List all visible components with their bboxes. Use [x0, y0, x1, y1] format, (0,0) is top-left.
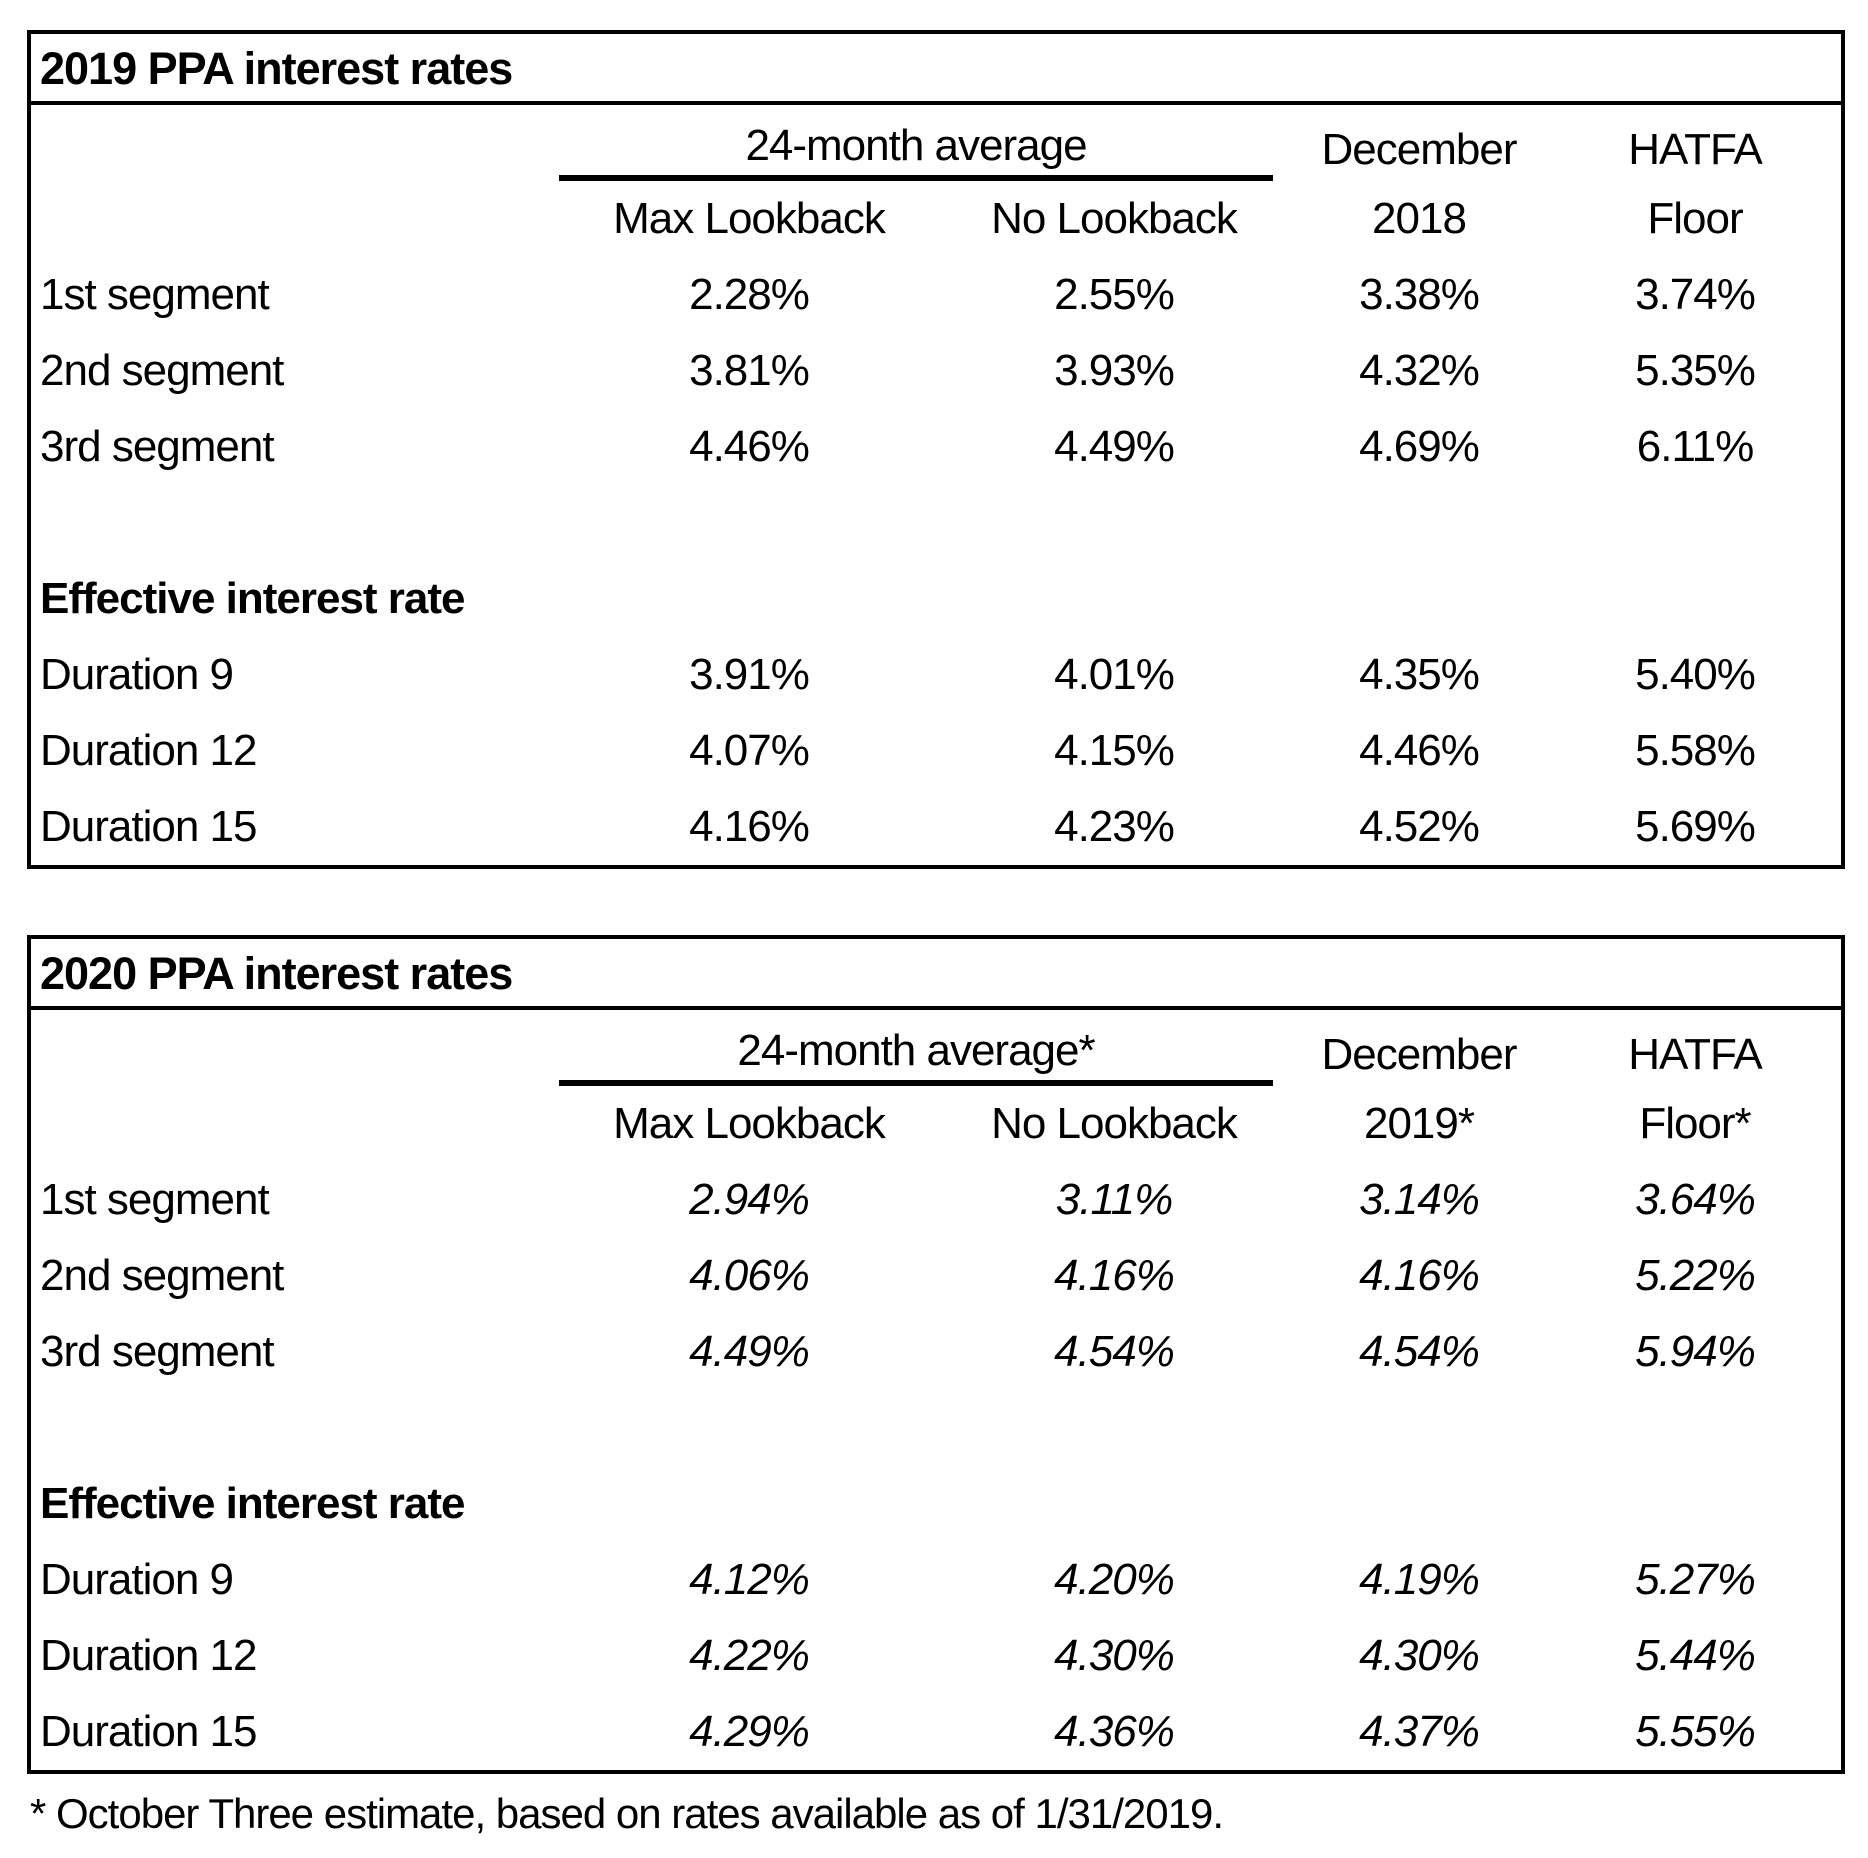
rate-value-cell: 5.27% — [1635, 1555, 1756, 1604]
rate-value-cell: 4.32% — [1359, 346, 1480, 395]
rate-value-cell: 4.49% — [1054, 422, 1175, 471]
rate-value-cell: 4.52% — [1359, 802, 1480, 851]
col-header-max-lookback: Max Lookback — [613, 194, 886, 243]
rate-value-cell: 5.55% — [1635, 1707, 1756, 1756]
col-header-floor: Floor — [1647, 194, 1743, 243]
spacer-cell — [31, 181, 559, 257]
row-label: Duration 12 — [40, 1631, 257, 1680]
row-label: Duration 15 — [40, 802, 257, 851]
row-label: 3rd segment — [40, 422, 275, 471]
col-header-hatfa: HATFA — [1628, 125, 1763, 174]
section-label-effective-interest-rate: Effective interest rate — [40, 574, 466, 623]
rate-value-cell: 5.22% — [1635, 1251, 1756, 1300]
rate-value-cell: 2.55% — [1054, 270, 1175, 319]
col-header-december-year: 2019* — [1363, 1099, 1475, 1148]
rate-value-cell: 4.15% — [1054, 726, 1175, 775]
ppa-table-2020: 2020 PPA interest rates 24-month average… — [27, 935, 1845, 1774]
rate-value-cell: 4.49% — [689, 1327, 810, 1376]
rate-value-cell: 3.11% — [1055, 1175, 1174, 1224]
rate-value-cell: 4.22% — [689, 1631, 810, 1680]
spacer-cell — [31, 105, 559, 181]
rate-value-cell: 4.69% — [1359, 422, 1480, 471]
spacer-cell — [31, 1086, 559, 1162]
rate-value-cell: 4.12% — [689, 1555, 810, 1604]
rate-value-cell: 4.46% — [1359, 726, 1480, 775]
group-header-label: 24-month average* — [737, 1026, 1095, 1075]
footnote: * October Three estimate, based on rates… — [30, 1790, 1224, 1837]
row-label: 2nd segment — [40, 1251, 284, 1300]
rate-value-cell: 4.16% — [1359, 1251, 1480, 1300]
col-header-december: December — [1321, 125, 1518, 174]
row-label: Duration 9 — [40, 1555, 234, 1604]
rate-value-cell: 5.44% — [1635, 1631, 1756, 1680]
rate-value-cell: 4.23% — [1054, 802, 1175, 851]
row-label: 1st segment — [40, 1175, 270, 1224]
rate-value-cell: 3.64% — [1635, 1175, 1756, 1224]
rate-value-cell: 4.37% — [1359, 1707, 1480, 1756]
ppa-table-2019: 2019 PPA interest rates 24-month average… — [27, 30, 1845, 869]
rate-value-cell: 3.93% — [1054, 346, 1175, 395]
row-label: 2nd segment — [40, 346, 284, 395]
rate-value-cell: 6.11% — [1636, 422, 1755, 471]
rate-value-cell: 4.46% — [689, 422, 810, 471]
group-header-cell: 24-month average* — [559, 1010, 1273, 1086]
rate-value-cell: 5.40% — [1635, 650, 1756, 699]
rate-value-cell: 3.91% — [689, 650, 810, 699]
col-header-no-lookback: No Lookback — [991, 1099, 1238, 1148]
rate-value-cell: 4.54% — [1359, 1327, 1480, 1376]
rate-value-cell: 4.16% — [689, 802, 810, 851]
row-label: Duration 12 — [40, 726, 257, 775]
rate-value-cell: 4.20% — [1054, 1555, 1175, 1604]
table-gap — [27, 869, 1845, 935]
col-header-max-lookback: Max Lookback — [613, 1099, 886, 1148]
col-header-floor: Floor* — [1639, 1099, 1751, 1148]
table-title-2020: 2020 PPA interest rates — [31, 939, 1841, 1010]
row-label: 1st segment — [40, 270, 270, 319]
col-header-no-lookback: No Lookback — [991, 194, 1238, 243]
rate-value-cell: 4.07% — [689, 726, 810, 775]
rate-value-cell: 5.58% — [1635, 726, 1756, 775]
row-label: Duration 15 — [40, 1707, 257, 1756]
group-header-label: 24-month average — [745, 121, 1087, 170]
rate-value-cell: 3.81% — [689, 346, 810, 395]
row-label: Duration 9 — [40, 650, 234, 699]
spacer-cell — [31, 1010, 559, 1086]
rate-value-cell: 5.69% — [1635, 802, 1756, 851]
rates-grid-2019: 24-month average December HATFA Max Look… — [31, 105, 1841, 865]
rate-value-cell: 4.30% — [1359, 1631, 1480, 1680]
section-label-effective-interest-rate: Effective interest rate — [40, 1479, 466, 1528]
rate-value-cell: 3.14% — [1359, 1175, 1480, 1224]
rate-value-cell: 2.94% — [689, 1175, 810, 1224]
col-header-december: December — [1321, 1030, 1518, 1079]
col-header-december-year: 2018 — [1372, 194, 1467, 243]
rate-value-cell: 4.35% — [1359, 650, 1480, 699]
rate-value-cell: 2.28% — [689, 270, 810, 319]
rate-value-cell: 4.19% — [1359, 1555, 1480, 1604]
rate-value-cell: 4.16% — [1054, 1251, 1175, 1300]
rate-value-cell: 4.54% — [1054, 1327, 1175, 1376]
rate-value-cell: 4.01% — [1054, 650, 1175, 699]
rate-value-cell: 3.38% — [1359, 270, 1480, 319]
table-title-2019: 2019 PPA interest rates — [31, 34, 1841, 105]
row-label: 3rd segment — [40, 1327, 275, 1376]
rate-value-cell: 4.36% — [1054, 1707, 1175, 1756]
rate-value-cell: 5.35% — [1635, 346, 1756, 395]
rate-value-cell: 4.30% — [1054, 1631, 1175, 1680]
blank-row — [31, 485, 1841, 561]
rate-value-cell: 4.29% — [689, 1707, 810, 1756]
blank-row — [31, 1390, 1841, 1466]
group-header-cell: 24-month average — [559, 105, 1273, 181]
rate-value-cell: 3.74% — [1635, 270, 1756, 319]
rates-grid-2020: 24-month average* December HATFA Max Loo… — [31, 1010, 1841, 1770]
col-header-hatfa: HATFA — [1628, 1030, 1763, 1079]
rate-value-cell: 5.94% — [1635, 1327, 1756, 1376]
rate-value-cell: 4.06% — [689, 1251, 810, 1300]
